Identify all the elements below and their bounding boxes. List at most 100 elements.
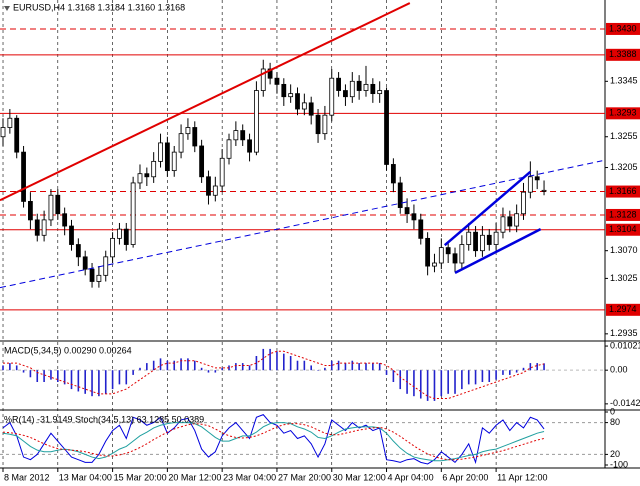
candle-body [534,176,540,181]
trendline [454,228,542,274]
candle-body [158,142,163,162]
y-tick-label: 1.3345 [610,76,638,86]
macd-bar [543,363,545,371]
candle-body [34,219,40,236]
candle-body [397,182,403,208]
candle-body [493,231,499,245]
candle-body [541,189,547,192]
macd-bar [378,363,381,371]
candle-body [260,68,266,91]
macd-bar [522,367,525,371]
macd-bar [351,360,354,371]
candle-body [329,77,335,116]
candle-body [452,253,458,264]
macd-bar [2,365,4,371]
macd-bar [166,360,169,371]
candle-body [164,142,170,172]
candle-body [411,213,417,221]
macd-bar [447,370,449,394]
macd-bar [173,360,176,371]
candle-body [480,234,485,252]
macd-bar [9,363,11,371]
level-label-bg [606,107,640,120]
macd-bar [461,370,463,390]
candle-body [192,127,198,147]
candle-body [28,201,33,221]
macd-bar [276,351,278,371]
candle-body [301,102,307,110]
macd-bar [36,370,39,382]
candle-body [514,213,520,227]
macd-bar [187,358,189,371]
level-label-bg [606,22,640,35]
macd-bar [91,370,93,397]
level-label-bg [606,303,640,316]
candle-body [7,117,13,128]
candle-body [117,228,122,239]
macd-bar [132,370,134,375]
y-tick-label: 20 [610,449,620,459]
macd-bar [262,348,265,371]
macd-bar [269,348,271,371]
macd-bar [502,370,504,375]
macd-bar [529,363,532,371]
candle-body [473,231,478,252]
macd-bar [63,370,66,385]
y-tick-label: 1.3070 [610,245,638,255]
x-tick-label: 15 Mar 20:00 [114,472,167,482]
candle-body [144,173,150,178]
macd-bar [22,370,25,373]
candle-body [466,231,472,245]
y-tick-label: -0.01425 [610,398,640,408]
candle-body [322,114,328,135]
candle-body [110,237,115,258]
candle-body [247,139,252,153]
macd-bar [207,370,210,373]
candle-body [274,77,280,85]
macd-bar [365,363,367,371]
macd-bar [159,358,162,371]
level-label: 1.2974 [609,304,637,314]
macd-bar [43,370,45,382]
candle-body [14,117,20,153]
level-label: 1.3128 [609,209,637,219]
macd-bar [372,363,374,371]
candle-body [123,228,129,245]
candle-body [315,114,321,135]
x-tick-label: 4 Apr 04:00 [388,472,434,482]
candle-body [281,83,287,98]
candle-body [418,219,424,239]
trendline [443,170,532,247]
candle-body [212,185,218,196]
candle-body [521,191,526,215]
macd-bar [303,360,306,371]
candle-body [349,80,355,98]
panel-title: EURUSD,H4 1.3168 1.3184 1.3160 1.3168 [13,2,185,12]
macd-bar [474,370,477,385]
candle-body [432,262,437,267]
macd-bar [495,370,497,380]
macd-bar [50,370,52,380]
candle-body [151,160,157,178]
candle-body [404,207,410,215]
y-tick-label: 1.3205 [610,162,638,172]
macd-bar [125,370,128,385]
candle-body [377,90,383,95]
macd-bar [515,370,518,373]
macd-bar [481,370,484,382]
candle-body [199,145,205,178]
macd-bar [419,370,422,399]
x-tick-label: 8 Mar 2012 [4,472,50,482]
macd-bar [235,363,237,371]
candle-body [295,93,300,110]
candle-body [178,133,184,153]
y-tick-label: -100 [610,459,628,469]
x-tick-label: 20 Mar 12:00 [168,472,221,482]
y-tick-label: 1.2935 [610,328,638,338]
macd-bar [509,370,511,375]
candle-body [254,90,259,153]
y-tick-label: 0.01021 [610,340,640,350]
level-label-bg [606,208,640,221]
candle-body [171,151,177,172]
